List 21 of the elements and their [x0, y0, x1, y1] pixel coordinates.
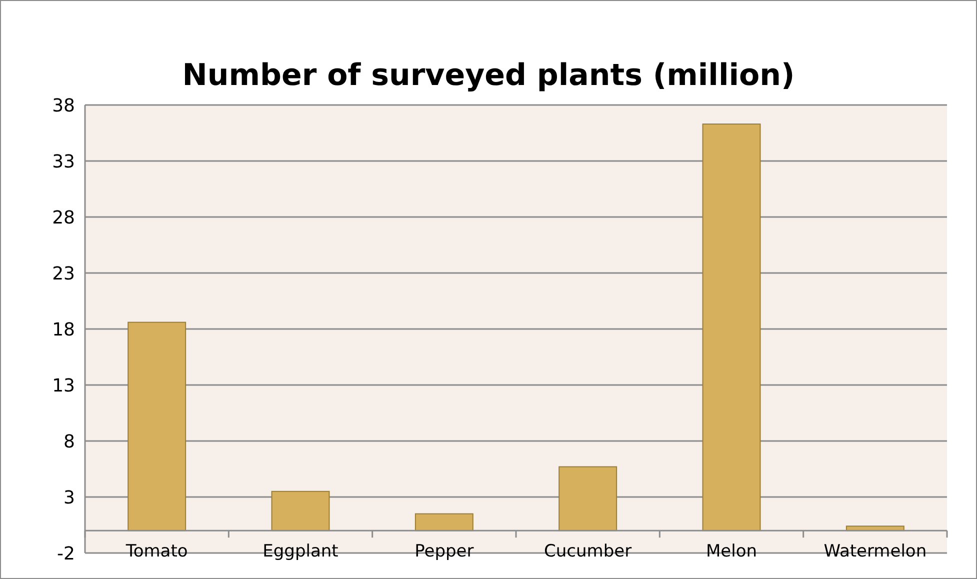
x-tick-label: Melon	[706, 542, 758, 562]
y-tick-label: 33	[52, 151, 75, 172]
bar	[271, 490, 330, 532]
bar	[128, 322, 186, 532]
bar	[702, 124, 761, 532]
chart-title: Number of surveyed plants (million)	[182, 58, 795, 93]
y-tick-label: 8	[64, 431, 75, 452]
x-tick-label: Tomato	[124, 542, 188, 562]
x-tick-label: Pepper	[414, 542, 474, 562]
bar	[414, 513, 474, 532]
y-tick-label: 13	[52, 375, 75, 396]
y-tick-label: -2	[57, 543, 75, 564]
y-tick-label: 28	[52, 207, 75, 228]
y-tick-label: 23	[52, 263, 75, 284]
y-tick-label: 3	[64, 487, 75, 508]
bar	[558, 466, 618, 532]
x-tick-label: Eggplant	[262, 542, 339, 562]
x-tick-label: Cucumber	[544, 542, 632, 562]
y-tick-label: 38	[52, 95, 75, 116]
y-tick-label: 18	[52, 319, 75, 340]
x-tick-label: Watermelon	[824, 542, 927, 562]
